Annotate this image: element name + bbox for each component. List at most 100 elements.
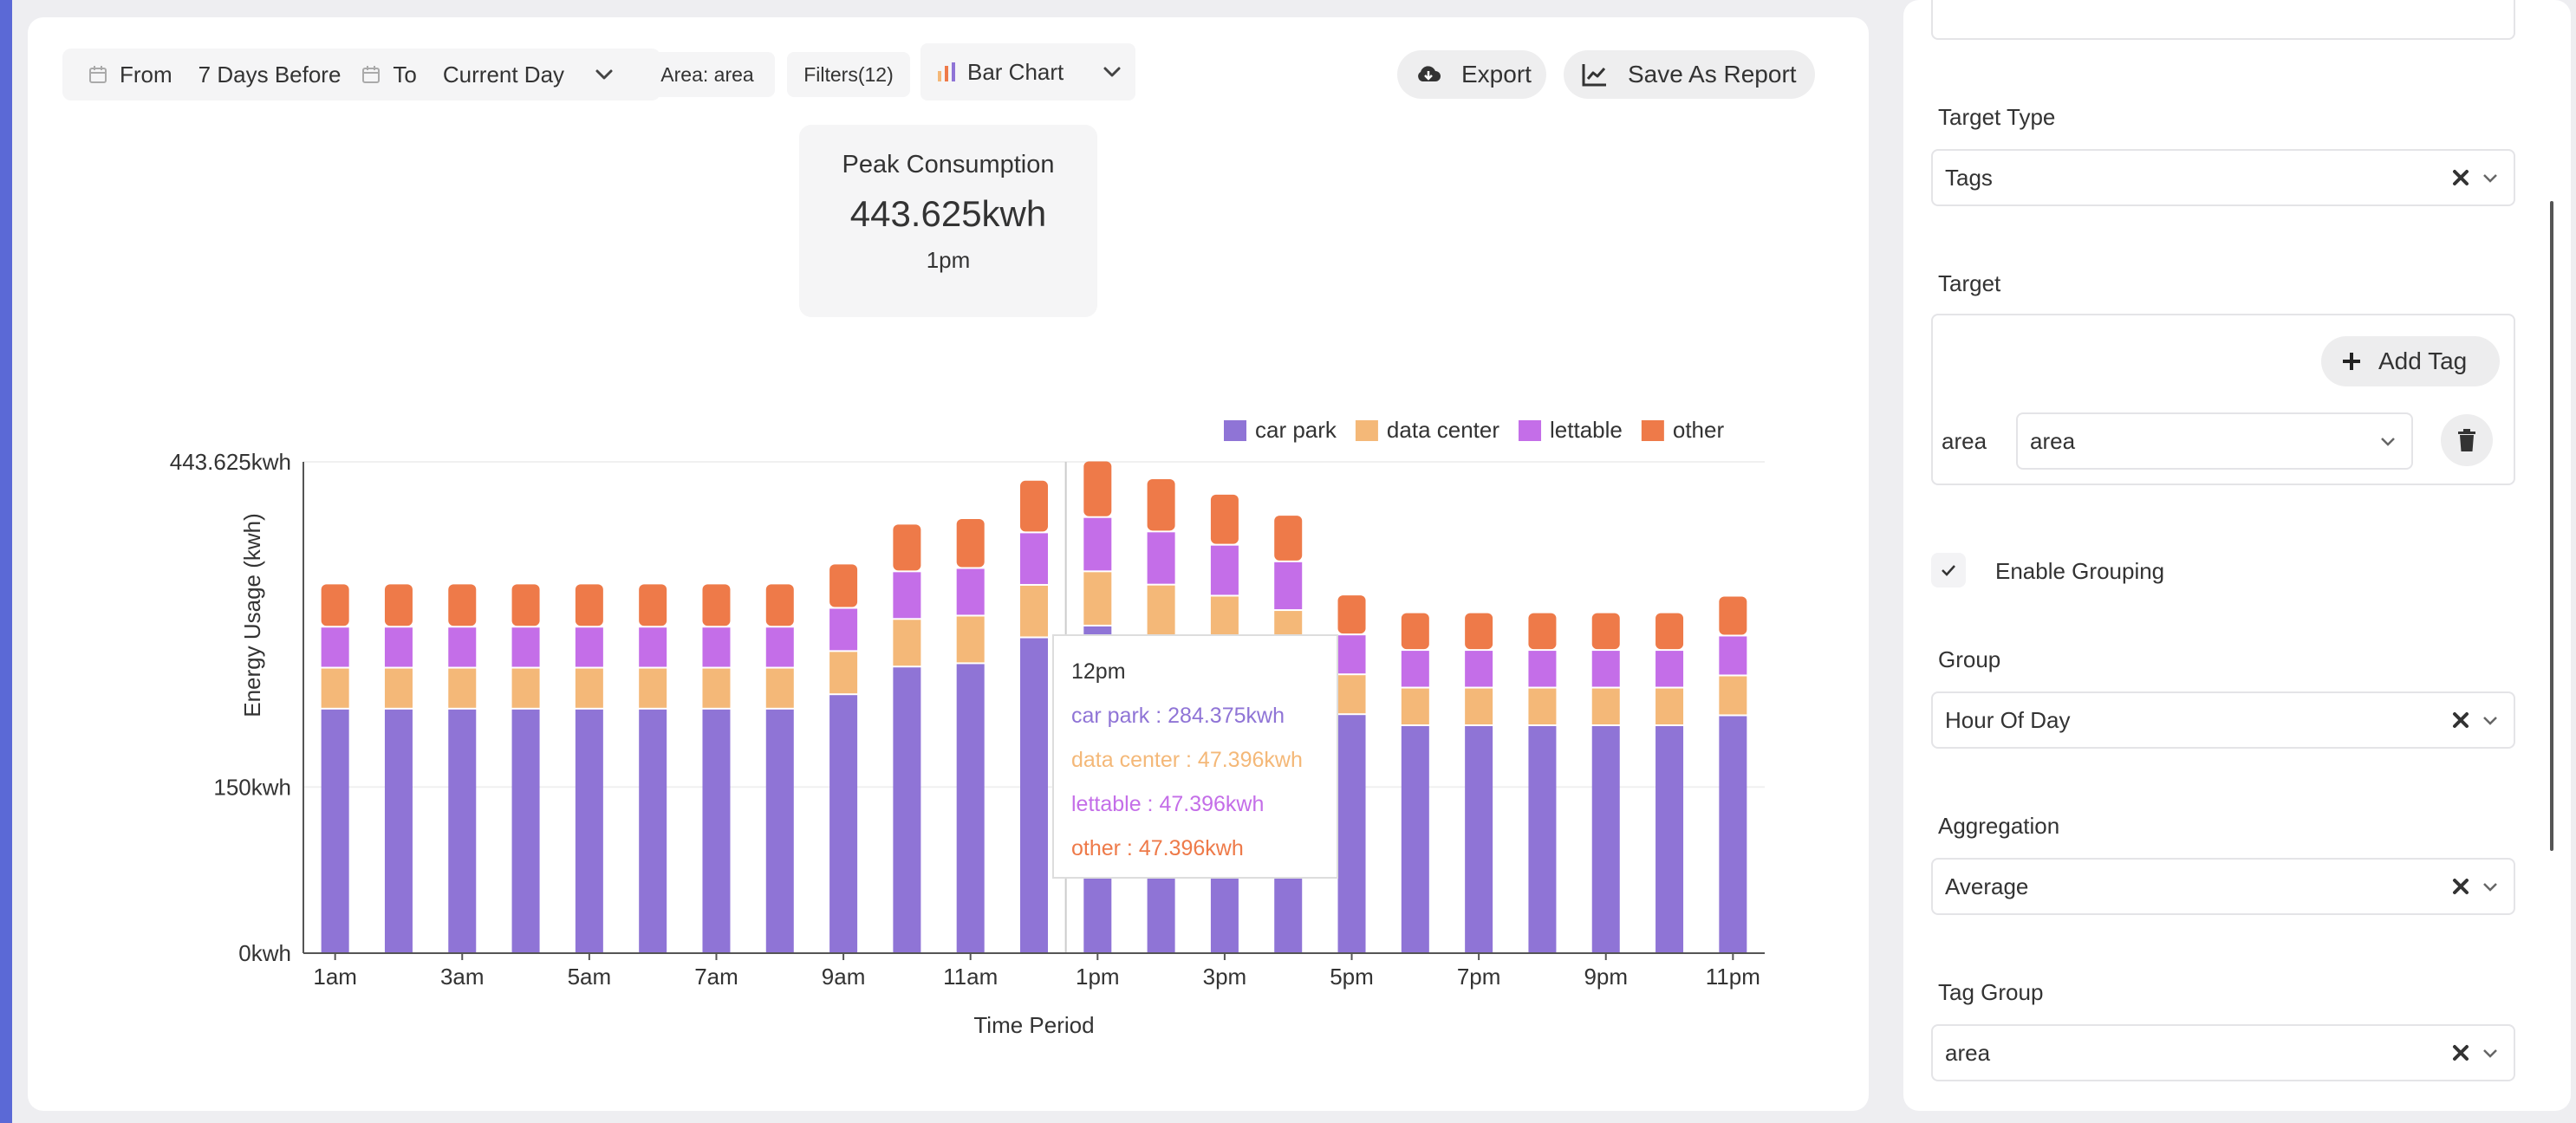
- chevron-down-icon[interactable]: [2481, 711, 2500, 730]
- y-tick-label: 0kwh: [238, 940, 291, 966]
- bar-segment-car-park-10am: [893, 667, 921, 953]
- bar-segment-lettable-10am: [893, 572, 921, 619]
- tooltip-lettable: lettable : 47.396kwh: [1071, 792, 1265, 816]
- legend-label: car park: [1255, 417, 1337, 443]
- bar-segment-other-9pm: [1591, 613, 1620, 650]
- bar-segment-other-10am: [893, 524, 921, 571]
- enable-grouping-checkbox[interactable]: [1931, 553, 1966, 587]
- legend-swatch: [1224, 420, 1246, 441]
- calendar-icon: [89, 66, 107, 83]
- chart-type-value: Bar Chart: [967, 58, 1064, 85]
- bar-segment-lettable-12pm: [1020, 533, 1048, 584]
- y-tick-label: 443.625kwh: [170, 449, 291, 475]
- bar-segment-car-park-5am: [575, 709, 603, 953]
- peak-value: 443.625kwh: [849, 193, 1047, 234]
- bar-segment-data-center-7am: [702, 668, 731, 708]
- enable-grouping-label: Enable Grouping: [1995, 558, 2165, 584]
- from-value[interactable]: 7 Days Before: [198, 61, 342, 88]
- clear-icon[interactable]: [2451, 168, 2470, 187]
- bar-segment-other-9am: [829, 564, 858, 607]
- group-select[interactable]: Hour Of Day: [1931, 691, 2515, 749]
- from-label: From: [120, 61, 172, 88]
- bar-segment-lettable-4am: [511, 627, 540, 667]
- aggregation-label: Aggregation: [1938, 813, 2060, 839]
- target-type-select[interactable]: Tags: [1931, 149, 2515, 206]
- bar-segment-car-park-11am: [956, 664, 985, 953]
- y-axis-title: Energy Usage (kwh): [239, 513, 265, 717]
- to-value[interactable]: Current Day: [442, 61, 565, 88]
- tag-value: area: [2030, 427, 2076, 454]
- target-label: Target: [1938, 270, 2001, 296]
- peak-time: 1pm: [926, 247, 971, 273]
- bar-segment-lettable-9pm: [1591, 651, 1620, 687]
- bar-segment-data-center-8am: [765, 668, 794, 708]
- app-accent-stripe: [0, 0, 12, 1123]
- filters-chip[interactable]: Filters(12): [787, 52, 910, 97]
- bar-segment-other-5pm: [1337, 595, 1366, 634]
- bar-segment-lettable-6am: [639, 627, 667, 667]
- chevron-down-icon[interactable]: [2481, 1043, 2500, 1062]
- bar-segment-data-center-10am: [893, 620, 921, 666]
- bar-segment-lettable-1am: [321, 627, 349, 667]
- chevron-down-icon[interactable]: [2481, 877, 2500, 896]
- check-icon: [1942, 565, 1955, 576]
- tag-group-label: Tag Group: [1938, 979, 2044, 1005]
- tag-group-select[interactable]: area: [1931, 1024, 2515, 1081]
- clear-icon[interactable]: [2451, 711, 2470, 730]
- bar-segment-data-center-1pm: [1083, 572, 1112, 625]
- chevron-down-icon[interactable]: [2481, 168, 2500, 187]
- bar-segment-car-park-12pm: [1020, 638, 1048, 953]
- save-report-label: Save As Report: [1628, 61, 1797, 88]
- x-tick-label: 3am: [440, 964, 485, 990]
- x-tick-label: 5pm: [1330, 964, 1374, 990]
- bar-segment-other-7pm: [1465, 613, 1493, 650]
- bar-segment-data-center-1am: [321, 668, 349, 708]
- clear-icon[interactable]: [2451, 1043, 2470, 1062]
- bar-segment-car-park-5pm: [1337, 715, 1366, 953]
- bar-segment-data-center-2pm: [1147, 585, 1175, 638]
- panel-scrollbar[interactable]: [2550, 201, 2553, 851]
- bar-segment-other-10pm: [1656, 613, 1684, 650]
- add-tag-label: Add Tag: [2378, 347, 2468, 374]
- bar-segment-lettable-4pm: [1274, 562, 1303, 610]
- delete-tag-button[interactable]: [2441, 414, 2493, 466]
- bar-segment-car-park-7pm: [1465, 725, 1493, 953]
- tag-value-select[interactable]: area: [2016, 412, 2413, 470]
- area-filter-chip[interactable]: Area: area: [640, 52, 775, 97]
- bar-segment-lettable-8am: [765, 627, 794, 667]
- bar-segment-lettable-6pm: [1401, 651, 1429, 687]
- save-as-report-button[interactable]: Save As Report: [1564, 50, 1815, 99]
- bar-chart-icon: [938, 62, 955, 81]
- bar-segment-other-8am: [765, 584, 794, 626]
- bar-segment-data-center-6am: [639, 668, 667, 708]
- bar-segment-other-4pm: [1274, 516, 1303, 561]
- date-range-picker[interactable]: From 7 Days Before To Current Day: [62, 49, 660, 101]
- chevron-down-icon: [1103, 67, 1121, 77]
- bar-segment-other-8pm: [1528, 613, 1557, 650]
- aggregation-select[interactable]: Average: [1931, 858, 2515, 915]
- bar-segment-car-park-8pm: [1528, 725, 1557, 953]
- aggregation-value: Average: [1945, 873, 2029, 899]
- group-label: Group: [1938, 646, 2001, 672]
- trash-icon: [2458, 429, 2475, 451]
- previous-select-field[interactable]: [1931, 0, 2515, 40]
- bar-segment-other-1am: [321, 584, 349, 626]
- clear-icon[interactable]: [2451, 877, 2470, 896]
- bar-segment-other-6pm: [1401, 613, 1429, 650]
- add-tag-button[interactable]: Add Tag: [2321, 336, 2500, 386]
- chevron-down-icon[interactable]: [592, 62, 616, 87]
- x-tick-label: 7pm: [1457, 964, 1501, 990]
- x-tick-label: 3pm: [1203, 964, 1247, 990]
- export-button[interactable]: Export: [1397, 50, 1546, 99]
- tag-key-label: area: [1942, 428, 1987, 454]
- legend-label: data center: [1387, 417, 1499, 443]
- bar-segment-lettable-5pm: [1337, 635, 1366, 674]
- tooltip-title: 12pm: [1071, 659, 1126, 684]
- tooltip-car-park: car park : 284.375kwh: [1071, 704, 1285, 728]
- target-tags-box: Add Tag area area: [1931, 314, 2515, 485]
- chart-type-select[interactable]: Bar Chart: [920, 43, 1135, 101]
- bar-segment-car-park-9am: [829, 695, 858, 953]
- stacked-bar-chart: 443.625kwh 150kwh 0kwh 1am 3am 5am 7am 9am 11am 1…: [170, 417, 1765, 1038]
- bar-segment-data-center-5pm: [1337, 675, 1366, 714]
- bar-segment-other-11am: [956, 518, 985, 568]
